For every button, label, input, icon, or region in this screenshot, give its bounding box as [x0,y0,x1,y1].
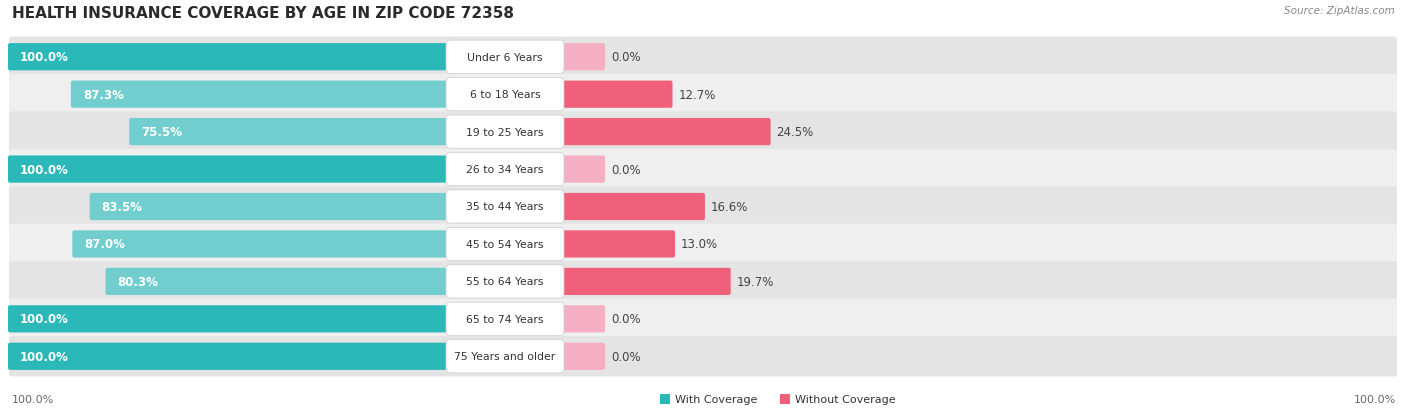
FancyBboxPatch shape [72,231,508,258]
FancyBboxPatch shape [8,112,1398,152]
FancyBboxPatch shape [562,268,731,295]
Text: Source: ZipAtlas.com: Source: ZipAtlas.com [1284,6,1395,16]
Text: 35 to 44 Years: 35 to 44 Years [467,202,544,212]
Text: 75.5%: 75.5% [141,126,183,139]
Text: 19.7%: 19.7% [737,275,775,288]
FancyBboxPatch shape [8,156,508,183]
Text: 100.0%: 100.0% [1354,394,1396,404]
Text: 12.7%: 12.7% [679,88,716,102]
Text: 100.0%: 100.0% [13,394,55,404]
FancyBboxPatch shape [446,78,564,112]
Text: 100.0%: 100.0% [20,51,69,64]
Text: Without Coverage: Without Coverage [794,394,896,404]
FancyBboxPatch shape [446,302,564,336]
FancyBboxPatch shape [446,116,564,149]
FancyBboxPatch shape [70,81,508,109]
FancyBboxPatch shape [8,38,1398,78]
Text: 26 to 34 Years: 26 to 34 Years [467,165,544,175]
FancyBboxPatch shape [446,265,564,298]
Text: 16.6%: 16.6% [711,201,748,214]
FancyBboxPatch shape [8,187,1398,227]
FancyBboxPatch shape [446,228,564,261]
Bar [780,394,790,404]
Text: 65 to 74 Years: 65 to 74 Years [467,314,544,324]
Text: 80.3%: 80.3% [118,275,159,288]
FancyBboxPatch shape [562,306,605,332]
FancyBboxPatch shape [446,340,564,373]
FancyBboxPatch shape [562,156,605,183]
Text: 0.0%: 0.0% [612,163,641,176]
Text: 0.0%: 0.0% [612,313,641,325]
FancyBboxPatch shape [562,343,605,370]
FancyBboxPatch shape [446,153,564,186]
Text: Under 6 Years: Under 6 Years [467,52,543,63]
Text: 0.0%: 0.0% [612,51,641,64]
FancyBboxPatch shape [8,75,1398,115]
FancyBboxPatch shape [8,336,1398,377]
FancyBboxPatch shape [8,299,1398,339]
Text: 87.3%: 87.3% [83,88,124,102]
FancyBboxPatch shape [8,44,508,71]
FancyBboxPatch shape [8,261,1398,302]
Text: 0.0%: 0.0% [612,350,641,363]
FancyBboxPatch shape [8,224,1398,264]
FancyBboxPatch shape [129,119,508,146]
Bar [659,394,671,404]
FancyBboxPatch shape [446,190,564,223]
Text: 6 to 18 Years: 6 to 18 Years [470,90,540,100]
FancyBboxPatch shape [562,119,770,146]
Text: 100.0%: 100.0% [20,163,69,176]
FancyBboxPatch shape [562,193,704,221]
FancyBboxPatch shape [446,41,564,74]
Text: 19 to 25 Years: 19 to 25 Years [467,127,544,137]
FancyBboxPatch shape [8,306,508,332]
Text: HEALTH INSURANCE COVERAGE BY AGE IN ZIP CODE 72358: HEALTH INSURANCE COVERAGE BY AGE IN ZIP … [13,6,515,21]
FancyBboxPatch shape [562,81,672,109]
Text: 83.5%: 83.5% [101,201,142,214]
FancyBboxPatch shape [8,150,1398,190]
FancyBboxPatch shape [8,343,508,370]
Text: With Coverage: With Coverage [675,394,758,404]
Text: 100.0%: 100.0% [20,350,69,363]
FancyBboxPatch shape [562,231,675,258]
Text: 100.0%: 100.0% [20,313,69,325]
Text: 24.5%: 24.5% [776,126,814,139]
FancyBboxPatch shape [90,193,508,221]
Text: 55 to 64 Years: 55 to 64 Years [467,277,544,287]
Text: 13.0%: 13.0% [681,238,718,251]
FancyBboxPatch shape [105,268,508,295]
Text: 45 to 54 Years: 45 to 54 Years [467,240,544,249]
Text: 87.0%: 87.0% [84,238,125,251]
Text: 75 Years and older: 75 Years and older [454,351,555,361]
FancyBboxPatch shape [562,44,605,71]
